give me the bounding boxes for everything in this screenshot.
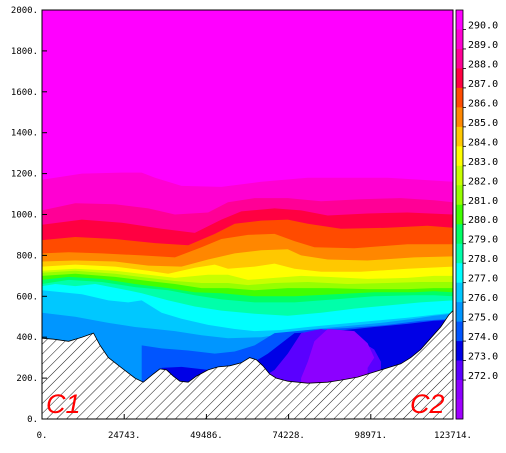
- colorbar: 290.0 289.0 288.0 287.0 286.0 285.0 284.0 283.0…: [455, 9, 498, 420]
- colorbar-swatch: [456, 321, 463, 342]
- y-tick-label: 1000.: [11, 211, 38, 221]
- colorbar-swatch: [456, 204, 463, 225]
- colorbar-label: 284.0: [468, 137, 498, 148]
- colorbar-label: 274.0: [468, 332, 498, 343]
- corner-label-right: C2: [410, 389, 445, 419]
- colorbar-label: 289.0: [468, 40, 498, 51]
- y-tick-label: 1200.: [11, 170, 38, 180]
- colorbar-swatch: [456, 360, 463, 381]
- colorbar-label: 286.0: [468, 98, 498, 109]
- x-tick-label: 0.: [37, 431, 48, 441]
- x-tick-label: 123714.: [434, 431, 472, 441]
- y-tick-label: 800.: [16, 251, 38, 261]
- terrain-mask: [42, 310, 453, 419]
- colorbar-swatch: [456, 282, 463, 303]
- colorbar-swatch: [456, 263, 463, 284]
- colorbar-swatch: [456, 224, 463, 245]
- colorbar-label: 272.0: [468, 371, 498, 382]
- x-axis: 0. 24743. 49486. 74228. 98971. 123714.: [37, 414, 472, 441]
- colorbar-swatch: [456, 341, 463, 361]
- y-tick-label: 1600.: [11, 88, 38, 98]
- x-tick-label: 49486.: [190, 431, 223, 441]
- colorbar-swatch: [456, 126, 463, 147]
- colorbar-label: 273.0: [468, 352, 498, 363]
- colorbar-swatch: [456, 146, 463, 167]
- y-tick-label: 2000.: [11, 6, 38, 16]
- y-tick-label: 1800.: [11, 47, 38, 57]
- colorbar-label: 280.0: [468, 215, 498, 226]
- x-tick-label: 98971.: [355, 431, 388, 441]
- colorbar-label: 279.0: [468, 235, 498, 246]
- colorbar-label: 283.0: [468, 157, 498, 168]
- corner-label-left: C1: [46, 389, 81, 419]
- y-tick-label: 1400.: [11, 129, 38, 139]
- y-tick-label: 200.: [16, 374, 38, 384]
- colorbar-swatch: [456, 107, 463, 128]
- colorbar-swatch: [456, 87, 463, 108]
- colorbar-label: 281.0: [468, 196, 498, 207]
- colorbar-swatch: [456, 243, 463, 264]
- colorbar-label: 278.0: [468, 254, 498, 265]
- colorbar-label: 282.0: [468, 176, 498, 187]
- colorbar-label: 275.0: [468, 313, 498, 324]
- colorbar-swatch: [456, 48, 463, 69]
- colorbar-swatch: [456, 399, 463, 420]
- colorbar-label: 290.0: [468, 20, 498, 31]
- y-tick-label: 600.: [16, 292, 38, 302]
- y-tick-label: 400.: [16, 333, 38, 343]
- x-tick-label: 74228.: [272, 431, 305, 441]
- colorbar-swatch: [456, 302, 463, 323]
- colorbar-swatch: [456, 380, 463, 400]
- colorbar-swatch: [456, 10, 463, 30]
- x-tick-label: 24743.: [108, 431, 141, 441]
- colorbar-label: 287.0: [468, 79, 498, 90]
- y-axis: 0. 200. 400. 600. 800. 1000. 1200. 1400. 1600. 18…: [11, 6, 47, 425]
- colorbar-swatch: [456, 165, 463, 186]
- colorbar-swatch: [456, 185, 463, 206]
- colorbar-swatch: [456, 29, 463, 50]
- colorbar-label: 276.0: [468, 293, 498, 304]
- colorbar-label: 277.0: [468, 274, 498, 285]
- y-tick-label: 0.: [27, 415, 38, 425]
- colorbar-swatch: [456, 68, 463, 89]
- colorbar-label: 285.0: [468, 118, 498, 129]
- colorbar-frame: [455, 9, 464, 420]
- colorbar-label: 288.0: [468, 59, 498, 70]
